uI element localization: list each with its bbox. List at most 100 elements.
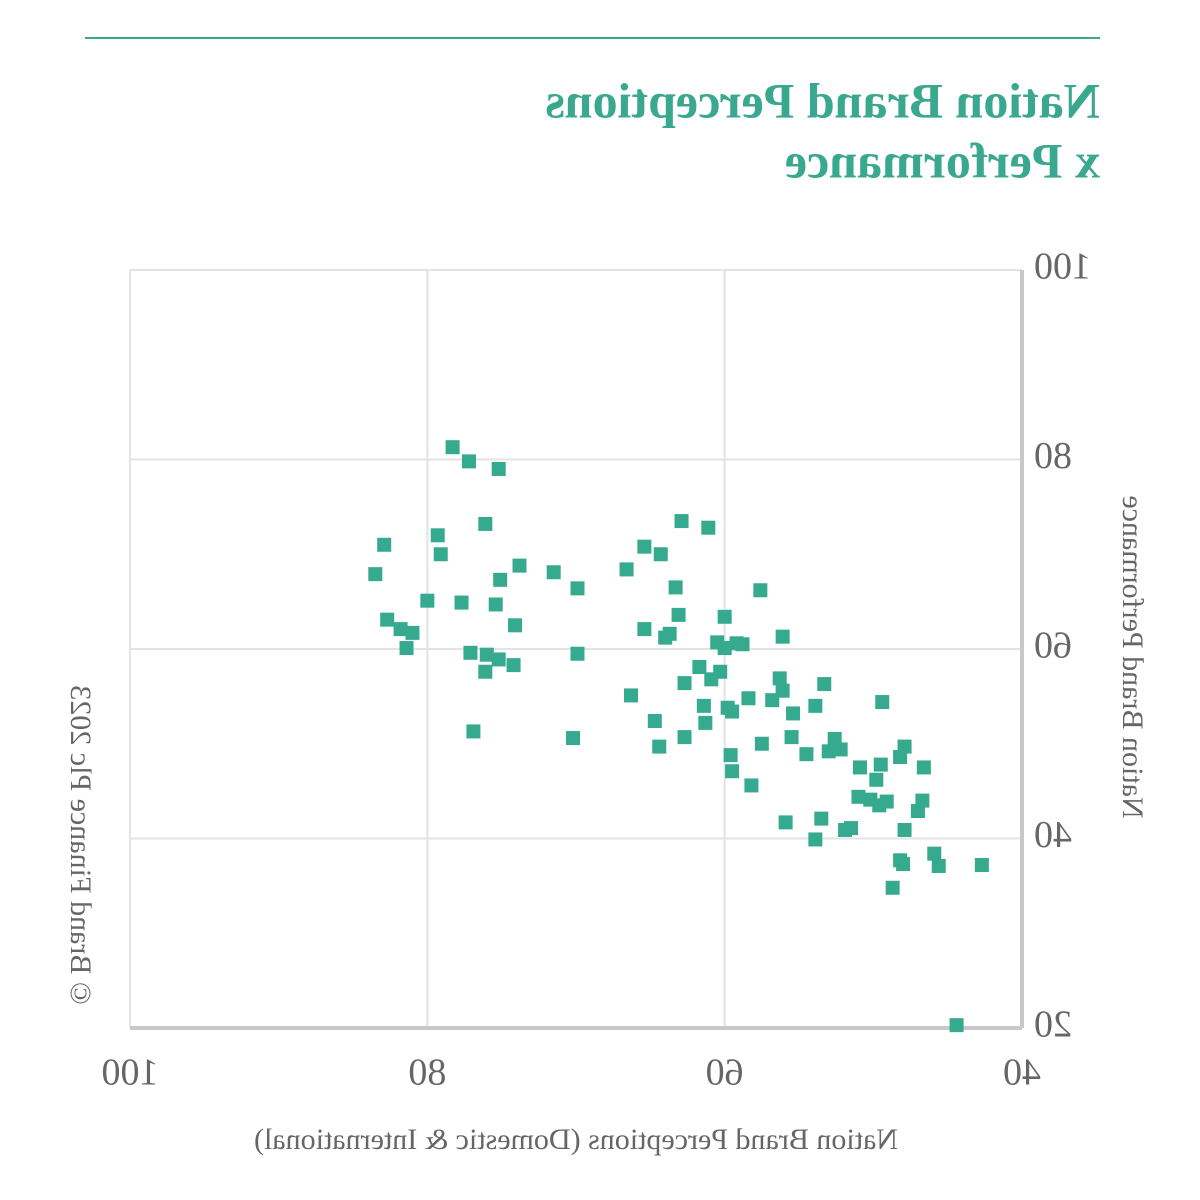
- point: [927, 846, 942, 861]
- point: [838, 822, 853, 837]
- point: [619, 562, 634, 577]
- point: [723, 748, 738, 763]
- point: [974, 858, 989, 873]
- point: [430, 528, 445, 543]
- point: [671, 607, 686, 622]
- point: [821, 744, 836, 759]
- point: [799, 747, 814, 762]
- x-tick-label: 40: [1003, 1052, 1041, 1094]
- point: [377, 537, 392, 552]
- point: [461, 454, 476, 469]
- y-tick-label: 80: [1034, 435, 1072, 477]
- copyright: © Brand Finance Plc 2023: [64, 685, 97, 1004]
- point: [674, 514, 689, 529]
- chart-title: Nation Brand Perceptions: [545, 72, 1100, 128]
- point: [420, 593, 435, 608]
- point: [506, 658, 521, 673]
- point: [466, 724, 481, 739]
- point: [873, 757, 888, 772]
- point: [893, 750, 908, 765]
- point: [488, 597, 503, 612]
- point: [754, 736, 769, 751]
- point: [725, 764, 740, 779]
- point: [570, 646, 585, 661]
- point: [725, 704, 740, 719]
- point: [879, 794, 894, 809]
- point: [916, 760, 931, 775]
- point: [652, 739, 667, 754]
- point: [704, 672, 719, 687]
- point: [851, 789, 866, 804]
- point: [869, 772, 884, 787]
- point: [512, 558, 527, 573]
- point: [896, 857, 911, 872]
- point: [433, 547, 448, 562]
- point: [814, 811, 829, 826]
- point: [765, 693, 780, 708]
- point: [741, 691, 756, 706]
- x-tick-label: 60: [706, 1052, 744, 1094]
- point: [931, 858, 946, 873]
- y-tick-label: 20: [1034, 1004, 1072, 1046]
- point: [753, 583, 768, 598]
- point: [570, 581, 585, 596]
- point: [478, 664, 493, 679]
- point: [784, 730, 799, 745]
- x-tick-label: 80: [408, 1052, 446, 1094]
- point: [668, 580, 683, 595]
- point: [808, 832, 823, 847]
- point: [463, 645, 478, 660]
- point: [692, 660, 707, 675]
- y-axis-title: Nation Brand Performance: [1116, 495, 1149, 818]
- point: [546, 565, 561, 580]
- point: [491, 461, 506, 476]
- point: [624, 688, 639, 703]
- point: [808, 698, 823, 713]
- point: [696, 698, 711, 713]
- point: [405, 625, 420, 640]
- point: [701, 520, 716, 535]
- point: [637, 622, 652, 637]
- point: [493, 572, 508, 587]
- point: [778, 815, 793, 830]
- x-tick-label: 100: [102, 1052, 159, 1094]
- point: [875, 695, 890, 710]
- point: [647, 714, 662, 729]
- point: [949, 1018, 964, 1033]
- point: [454, 595, 469, 610]
- point: [910, 804, 925, 819]
- point: [735, 637, 750, 652]
- point: [772, 671, 787, 686]
- point: [717, 641, 732, 656]
- point: [658, 630, 673, 645]
- point: [508, 618, 523, 633]
- point: [479, 647, 494, 662]
- y-tick-label: 100: [1034, 246, 1091, 288]
- point: [393, 622, 408, 637]
- point: [399, 641, 414, 656]
- point: [775, 629, 790, 644]
- point: [478, 516, 493, 531]
- chart-title: x Performance: [785, 132, 1100, 188]
- point: [368, 567, 383, 582]
- point: [445, 440, 460, 455]
- x-axis-title: Nation Brand Perceptions (Domestic & Int…: [254, 1123, 898, 1156]
- point: [677, 730, 692, 745]
- point: [786, 706, 801, 721]
- point: [897, 822, 912, 837]
- point: [637, 539, 652, 554]
- point: [677, 676, 692, 691]
- point: [744, 778, 759, 793]
- point: [653, 547, 668, 562]
- y-tick-label: 40: [1034, 814, 1072, 856]
- point: [717, 609, 732, 624]
- y-tick-label: 60: [1034, 625, 1072, 667]
- point: [491, 652, 506, 667]
- point: [852, 760, 867, 775]
- point: [817, 677, 832, 692]
- point: [833, 742, 848, 757]
- point: [885, 880, 900, 895]
- point: [566, 731, 581, 746]
- point: [380, 612, 395, 627]
